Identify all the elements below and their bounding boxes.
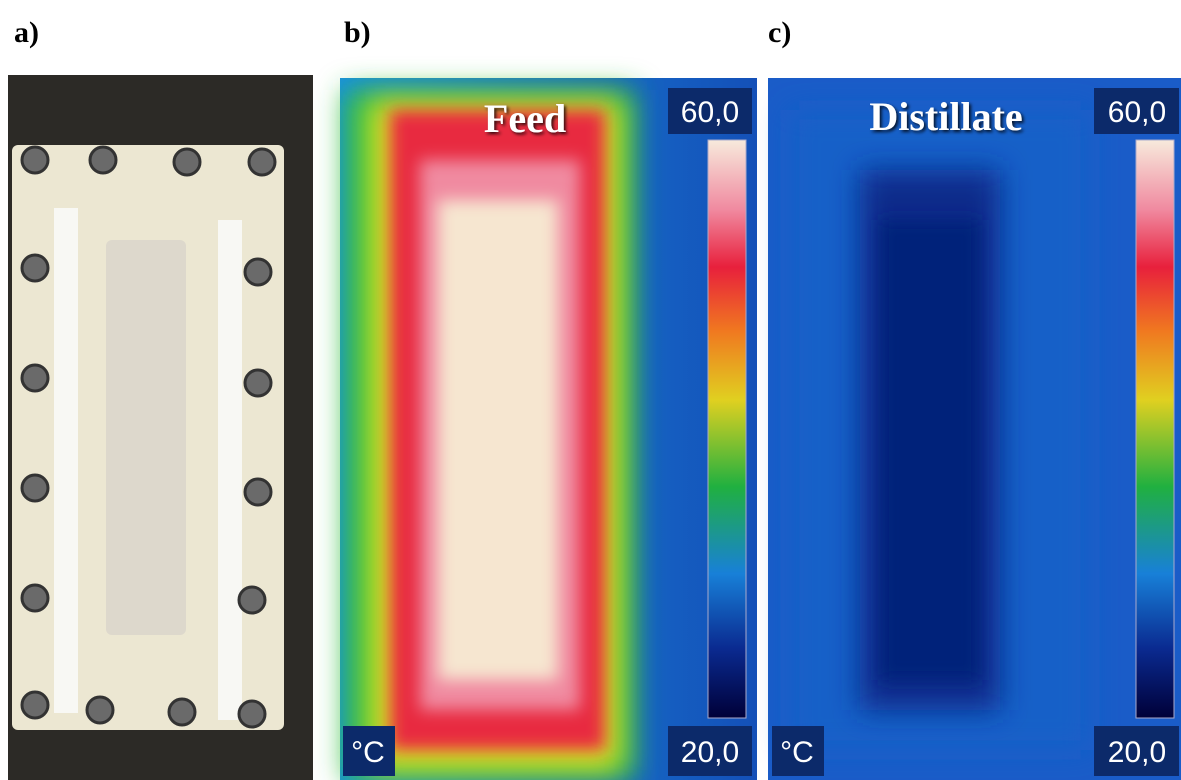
scale-min: 20,0 [1108, 736, 1166, 769]
figure: a) b) c) Feed 60,0 20,0 °C [0, 0, 1181, 780]
scale-strip [218, 220, 242, 720]
scale-max: 60,0 [681, 96, 739, 129]
scale-max: 60,0 [1108, 96, 1166, 129]
membrane [106, 240, 186, 635]
heat-zone [438, 200, 558, 680]
panel-label: c) [768, 16, 791, 49]
panel-title: Distillate [869, 94, 1022, 139]
color-bar [1136, 140, 1174, 718]
panel-label: b) [344, 16, 371, 49]
scale-strip [54, 208, 78, 713]
photo-module [8, 75, 313, 780]
unit: °C [351, 736, 385, 769]
panel-label: a) [14, 16, 39, 49]
cool-zone [880, 220, 980, 680]
color-bar [708, 140, 746, 718]
unit: °C [780, 736, 814, 769]
thermal-distillate: Distillate 60,0 20,0 °C [768, 78, 1181, 780]
scale-min: 20,0 [681, 736, 739, 769]
panel-title: Feed [484, 96, 566, 141]
thermal-feed: Feed 60,0 20,0 °C [340, 78, 757, 780]
